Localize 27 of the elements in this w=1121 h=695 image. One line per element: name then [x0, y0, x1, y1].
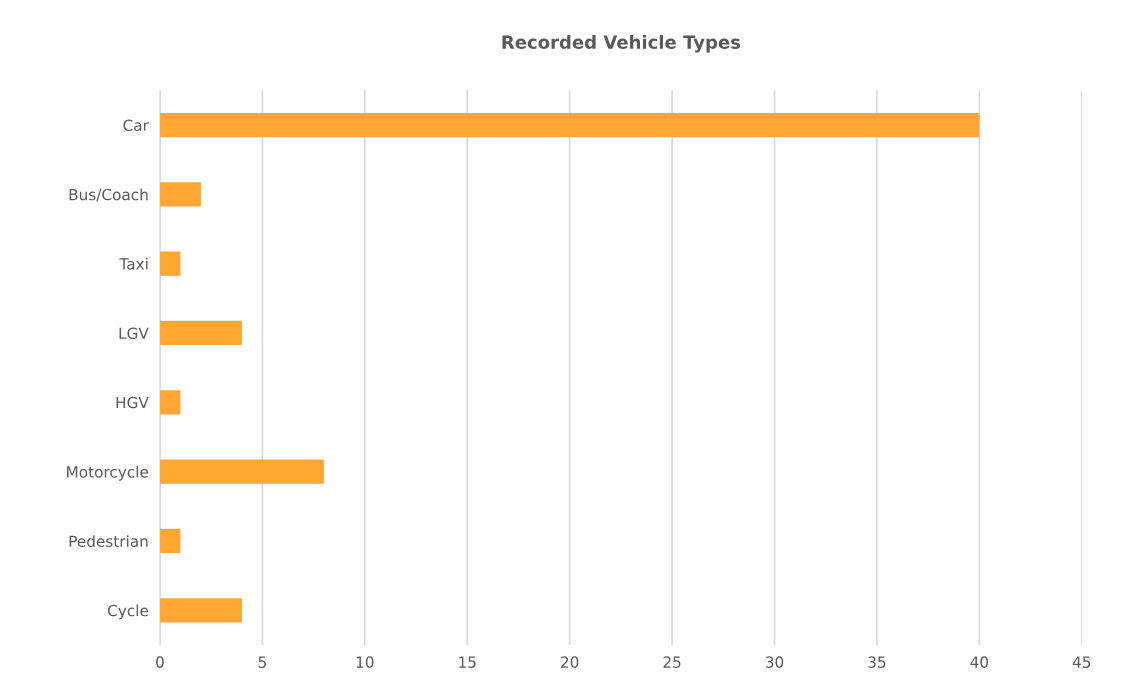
y-tick-label: LGV [119, 327, 149, 340]
x-tick-label: 25 [663, 656, 681, 668]
y-tick-label: Pedestrian [69, 535, 148, 547]
y-tick-label: Taxi [119, 257, 148, 270]
x-tick-label: 35 [868, 656, 886, 668]
bar [159, 320, 242, 346]
y-tick-label: Bus/Coach [69, 188, 148, 202]
bar [159, 182, 201, 207]
y-tick-label: Car [123, 119, 149, 132]
chart-title: Recorded Vehicle Types [502, 34, 741, 53]
x-tick-label: 10 [356, 656, 374, 668]
x-tick-label: 20 [561, 656, 579, 668]
y-tick-label: HGV [116, 396, 149, 409]
x-tick-label: 5 [258, 656, 266, 668]
x-tick-label: 30 [765, 656, 784, 668]
x-tick-label: 40 [970, 656, 989, 668]
bar [159, 112, 980, 138]
bar [159, 528, 181, 554]
bar [159, 390, 181, 415]
y-tick-label: Motorcycle [67, 465, 149, 481]
x-tick-label: 45 [1072, 656, 1091, 668]
bar [159, 251, 181, 276]
bar [159, 459, 324, 484]
x-tick-label: 15 [459, 656, 476, 668]
y-tick-label: Cycle [107, 604, 149, 620]
bar [159, 598, 242, 623]
x-tick-label: 0 [156, 656, 164, 668]
